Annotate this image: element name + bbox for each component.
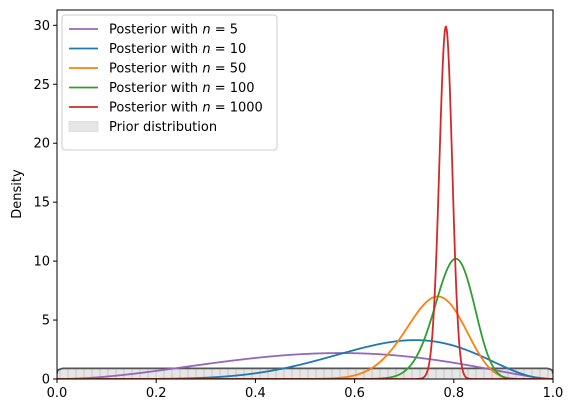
prior-fill: [57, 368, 553, 379]
legend-swatch-prior: [68, 121, 99, 132]
series-line-3: [57, 257, 553, 379]
x-axis: 0.0 0.2 0.4 0.6 0.8 1.0: [47, 379, 564, 401]
x-tick-label: 0.8: [443, 386, 464, 401]
y-tick-label: 20: [33, 137, 50, 152]
y-tick-label: 5: [42, 314, 50, 329]
y-tick-label: 30: [33, 19, 50, 34]
y-tick-label: 0: [42, 373, 50, 388]
legend: Posterior with n = 5 Posterior with n = 1…: [61, 14, 278, 151]
series-line-0: [57, 352, 553, 379]
legend-entry-1: Posterior with n = 10: [109, 42, 246, 57]
legend-entry-2: Posterior with n = 50: [109, 62, 246, 77]
plot-frame: [56, 9, 554, 380]
x-tick-label: 0.0: [47, 386, 68, 401]
y-tick-label: 25: [33, 78, 50, 93]
legend-entry-4: Posterior with n = 1000: [109, 101, 263, 116]
prior-distribution-area: [57, 367, 553, 379]
x-tick-label: 0.2: [146, 386, 167, 401]
legend-frame: [61, 14, 278, 151]
y-tick-label: 10: [33, 255, 50, 270]
legend-entry-0: Posterior with n = 5: [109, 23, 238, 38]
legend-entry-prior: Prior distribution: [109, 120, 217, 135]
y-axis-label: Density: [10, 169, 25, 219]
legend-entry-3: Posterior with n = 100: [109, 81, 255, 96]
y-axis: 0 5 10 15 20 25 30: [33, 19, 57, 388]
y-tick-label: 15: [33, 196, 50, 211]
x-tick-label: 0.4: [245, 386, 266, 401]
x-tick-label: 1.0: [543, 386, 564, 401]
prior-line: [57, 367, 553, 374]
x-tick-label: 0.6: [344, 386, 365, 401]
